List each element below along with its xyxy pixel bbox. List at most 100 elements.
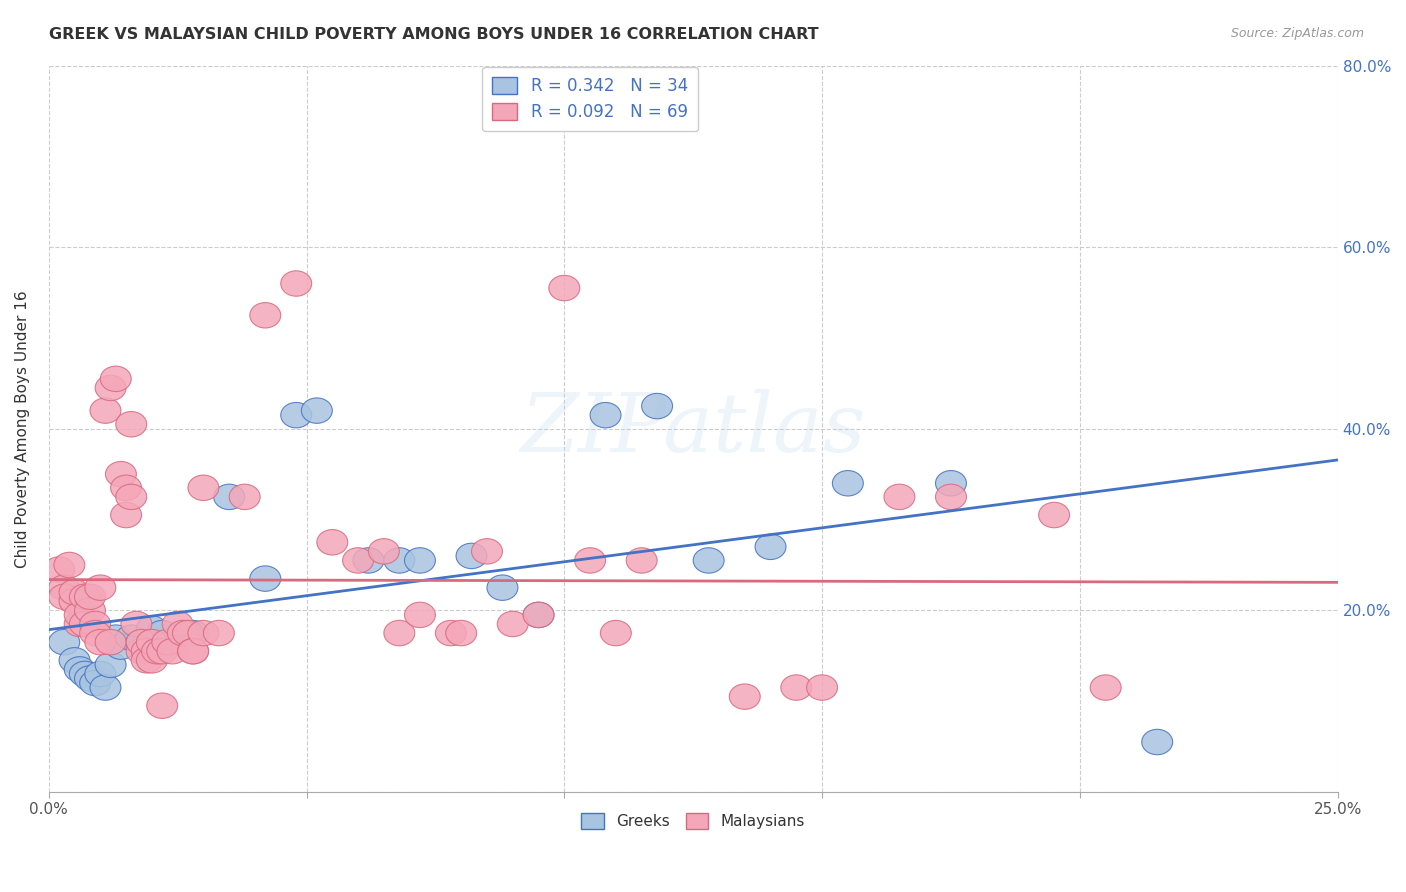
Ellipse shape [115,411,146,437]
Ellipse shape [177,639,208,664]
Ellipse shape [96,376,127,401]
Ellipse shape [75,584,105,609]
Ellipse shape [96,630,127,655]
Ellipse shape [548,276,579,301]
Ellipse shape [84,575,115,600]
Ellipse shape [250,302,281,328]
Ellipse shape [80,620,111,646]
Ellipse shape [53,552,84,578]
Ellipse shape [100,366,131,392]
Ellipse shape [131,648,162,673]
Ellipse shape [281,271,312,296]
Ellipse shape [405,602,436,628]
Ellipse shape [316,530,347,555]
Ellipse shape [142,639,173,664]
Ellipse shape [626,548,657,574]
Ellipse shape [188,475,219,500]
Ellipse shape [127,630,157,655]
Ellipse shape [600,620,631,646]
Ellipse shape [59,648,90,673]
Ellipse shape [157,630,188,655]
Ellipse shape [44,557,75,582]
Legend: Greeks, Malaysians: Greeks, Malaysians [575,807,811,835]
Ellipse shape [127,630,157,655]
Ellipse shape [471,539,502,564]
Text: ZIPatlas: ZIPatlas [520,389,866,469]
Ellipse shape [935,484,966,509]
Ellipse shape [157,639,188,664]
Ellipse shape [807,675,838,700]
Ellipse shape [591,402,621,428]
Ellipse shape [65,657,96,682]
Ellipse shape [575,548,606,574]
Ellipse shape [1142,730,1173,755]
Ellipse shape [146,639,177,664]
Ellipse shape [446,620,477,646]
Ellipse shape [436,620,467,646]
Ellipse shape [523,602,554,628]
Ellipse shape [105,634,136,659]
Ellipse shape [146,693,177,718]
Ellipse shape [188,620,219,646]
Ellipse shape [780,675,811,700]
Ellipse shape [75,598,105,624]
Ellipse shape [69,611,100,637]
Ellipse shape [1039,502,1070,528]
Ellipse shape [884,484,915,509]
Ellipse shape [49,575,80,600]
Ellipse shape [281,402,312,428]
Y-axis label: Child Poverty Among Boys Under 16: Child Poverty Among Boys Under 16 [15,290,30,567]
Ellipse shape [832,471,863,496]
Ellipse shape [59,589,90,614]
Ellipse shape [111,502,142,528]
Ellipse shape [935,471,966,496]
Ellipse shape [152,630,183,655]
Ellipse shape [84,630,115,655]
Ellipse shape [162,611,193,637]
Ellipse shape [1090,675,1121,700]
Ellipse shape [49,630,80,655]
Ellipse shape [105,461,136,487]
Ellipse shape [384,548,415,574]
Ellipse shape [177,639,208,664]
Ellipse shape [146,620,177,646]
Ellipse shape [131,639,162,664]
Ellipse shape [523,602,554,628]
Ellipse shape [693,548,724,574]
Text: GREEK VS MALAYSIAN CHILD POVERTY AMONG BOYS UNDER 16 CORRELATION CHART: GREEK VS MALAYSIAN CHILD POVERTY AMONG B… [49,27,818,42]
Ellipse shape [214,484,245,509]
Ellipse shape [136,615,167,641]
Ellipse shape [136,630,167,655]
Ellipse shape [96,652,127,678]
Ellipse shape [127,639,157,664]
Ellipse shape [486,575,517,600]
Ellipse shape [343,548,374,574]
Ellipse shape [641,393,672,418]
Ellipse shape [65,611,96,637]
Ellipse shape [111,475,142,500]
Ellipse shape [730,684,761,709]
Ellipse shape [177,620,208,646]
Ellipse shape [80,670,111,696]
Ellipse shape [69,584,100,609]
Ellipse shape [353,548,384,574]
Ellipse shape [368,539,399,564]
Ellipse shape [115,484,146,509]
Ellipse shape [65,602,96,628]
Ellipse shape [121,611,152,637]
Ellipse shape [59,580,90,605]
Ellipse shape [755,534,786,559]
Ellipse shape [90,398,121,424]
Ellipse shape [250,566,281,591]
Ellipse shape [498,611,529,637]
Ellipse shape [204,620,235,646]
Ellipse shape [456,543,486,568]
Ellipse shape [84,661,115,687]
Ellipse shape [49,584,80,609]
Ellipse shape [75,665,105,691]
Ellipse shape [405,548,436,574]
Ellipse shape [173,620,204,646]
Ellipse shape [136,648,167,673]
Ellipse shape [100,625,131,650]
Ellipse shape [384,620,415,646]
